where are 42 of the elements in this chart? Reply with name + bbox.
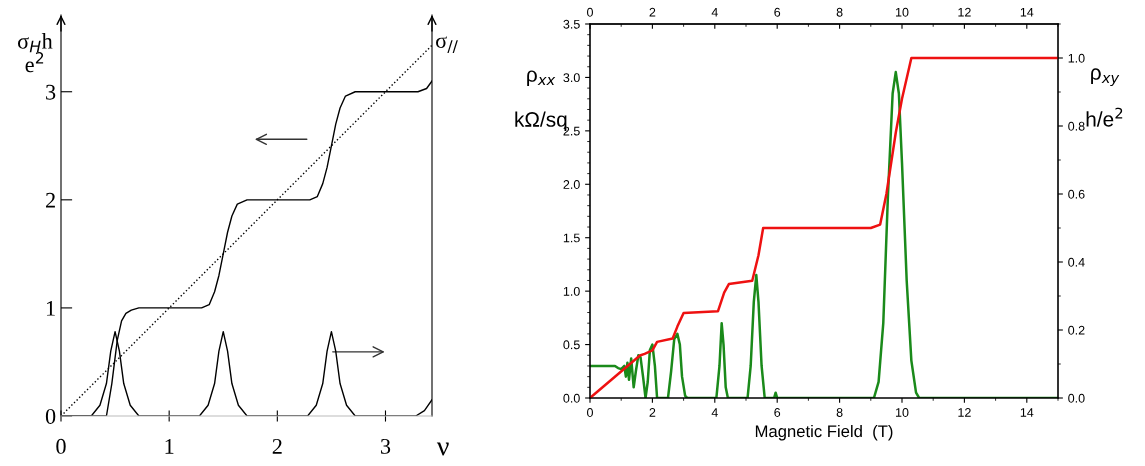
x2-tick-label: 4 [711, 408, 718, 417]
y2-tick-label: 0.2 [1068, 325, 1085, 335]
x-tick-label: 10 [896, 7, 909, 17]
x-tick-label: 8 [836, 7, 843, 17]
y-tick-label: 2.0 [563, 180, 580, 189]
y2-tick-label: 0.6 [1068, 189, 1085, 199]
y-tick-label: 1.0 [563, 286, 580, 296]
x-tick-label: 6 [774, 7, 781, 17]
x-tick-label: 14 [1020, 7, 1034, 17]
x2-tick-label: 0 [587, 408, 593, 417]
x-tick-label: 2 [272, 438, 282, 454]
y-tick-label: 0.5 [563, 340, 580, 350]
y2-axis-title: σ$_{//}$ [436, 36, 458, 53]
x-tick-label: 12 [958, 7, 971, 17]
x-axis-title: Magnetic Field (T) [755, 424, 893, 441]
x2-tick-label: 10 [896, 408, 909, 417]
x-tick-label: 4 [711, 7, 718, 17]
y2-tick-label: 0.4 [1068, 257, 1085, 267]
x-tick-label: 1 [165, 438, 174, 454]
x2-tick-label: 12 [958, 408, 971, 417]
x-tick-label: 3 [381, 438, 391, 454]
y-tick-label: 3 [46, 84, 56, 100]
y-tick-label: 3.0 [563, 73, 580, 83]
y-tick-label: 2 [46, 192, 55, 208]
y2-tick-label: 0.8 [1068, 121, 1085, 131]
x2-tick-label: 14 [1020, 408, 1034, 417]
x-tick-label: 0 [587, 7, 593, 17]
y-tick-label: 0.0 [563, 393, 580, 403]
y2-tick-label: 0.0 [1068, 393, 1085, 403]
x-axis-title: ν [436, 442, 449, 456]
text: ρ$_{xy}$ h/e$^{2}$ [1086, 68, 1123, 127]
x-tick-label: 0 [56, 438, 66, 454]
y-tick-label: 1.5 [563, 233, 580, 243]
y-tick-label: 0 [45, 408, 56, 424]
y2-tick-label: 1.0 [1068, 53, 1085, 63]
x-tick-label: 2 [649, 7, 656, 17]
y-tick-label: 1 [46, 300, 55, 316]
y-tick-label: 3.5 [563, 19, 580, 29]
y-axis-title: σ$_{H}$h e$^{2}$ [17, 33, 53, 73]
x2-tick-label: 8 [836, 408, 843, 417]
x2-tick-label: 2 [649, 408, 656, 417]
x2-tick-label: 6 [774, 408, 781, 417]
